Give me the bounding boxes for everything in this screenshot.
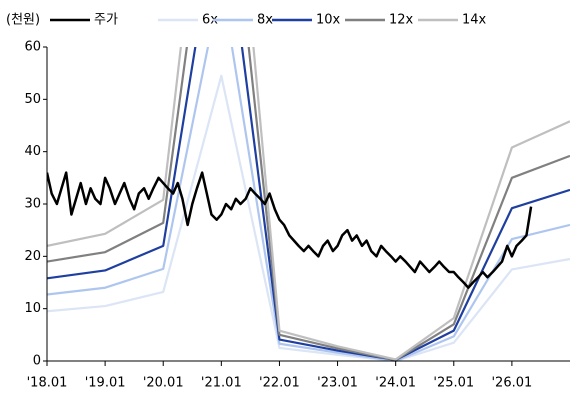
y-tick-label: 40 — [24, 144, 41, 159]
x-tick-label: '18.01 — [27, 376, 68, 391]
legend-label: 12x — [389, 13, 414, 28]
legend-label: 6x — [202, 13, 218, 28]
legend-label: 10x — [316, 13, 341, 28]
series-line — [47, 47, 570, 362]
legend-label: 주가 — [94, 13, 118, 28]
y-tick-label: 30 — [24, 197, 41, 212]
x-tick-label: '23.01 — [317, 376, 358, 391]
y-tick-label: 0 — [33, 354, 41, 369]
x-tick-label: '19.01 — [85, 376, 126, 391]
y-tick-label: 10 — [24, 301, 41, 316]
y-tick-label: 50 — [24, 92, 41, 107]
series-line — [47, 47, 570, 362]
x-tick-label: '24.01 — [375, 376, 416, 391]
y-unit-label: (천원) — [6, 13, 40, 28]
series-line — [47, 171, 533, 289]
x-tick-label: '25.01 — [433, 376, 474, 391]
x-tick-label: '21.01 — [201, 376, 242, 391]
series-line — [47, 47, 570, 362]
series-line — [47, 74, 570, 362]
legend-label: 14x — [462, 13, 487, 28]
plot-area — [47, 47, 570, 362]
y-tick-label: 60 — [24, 40, 41, 55]
x-tick-label: '20.01 — [143, 376, 184, 391]
y-tick-label: 20 — [24, 249, 41, 264]
x-tick-label: '22.01 — [259, 376, 300, 391]
series-line — [47, 47, 570, 361]
x-tick-label: '26.01 — [491, 376, 532, 391]
legend-label: 8x — [257, 13, 273, 28]
